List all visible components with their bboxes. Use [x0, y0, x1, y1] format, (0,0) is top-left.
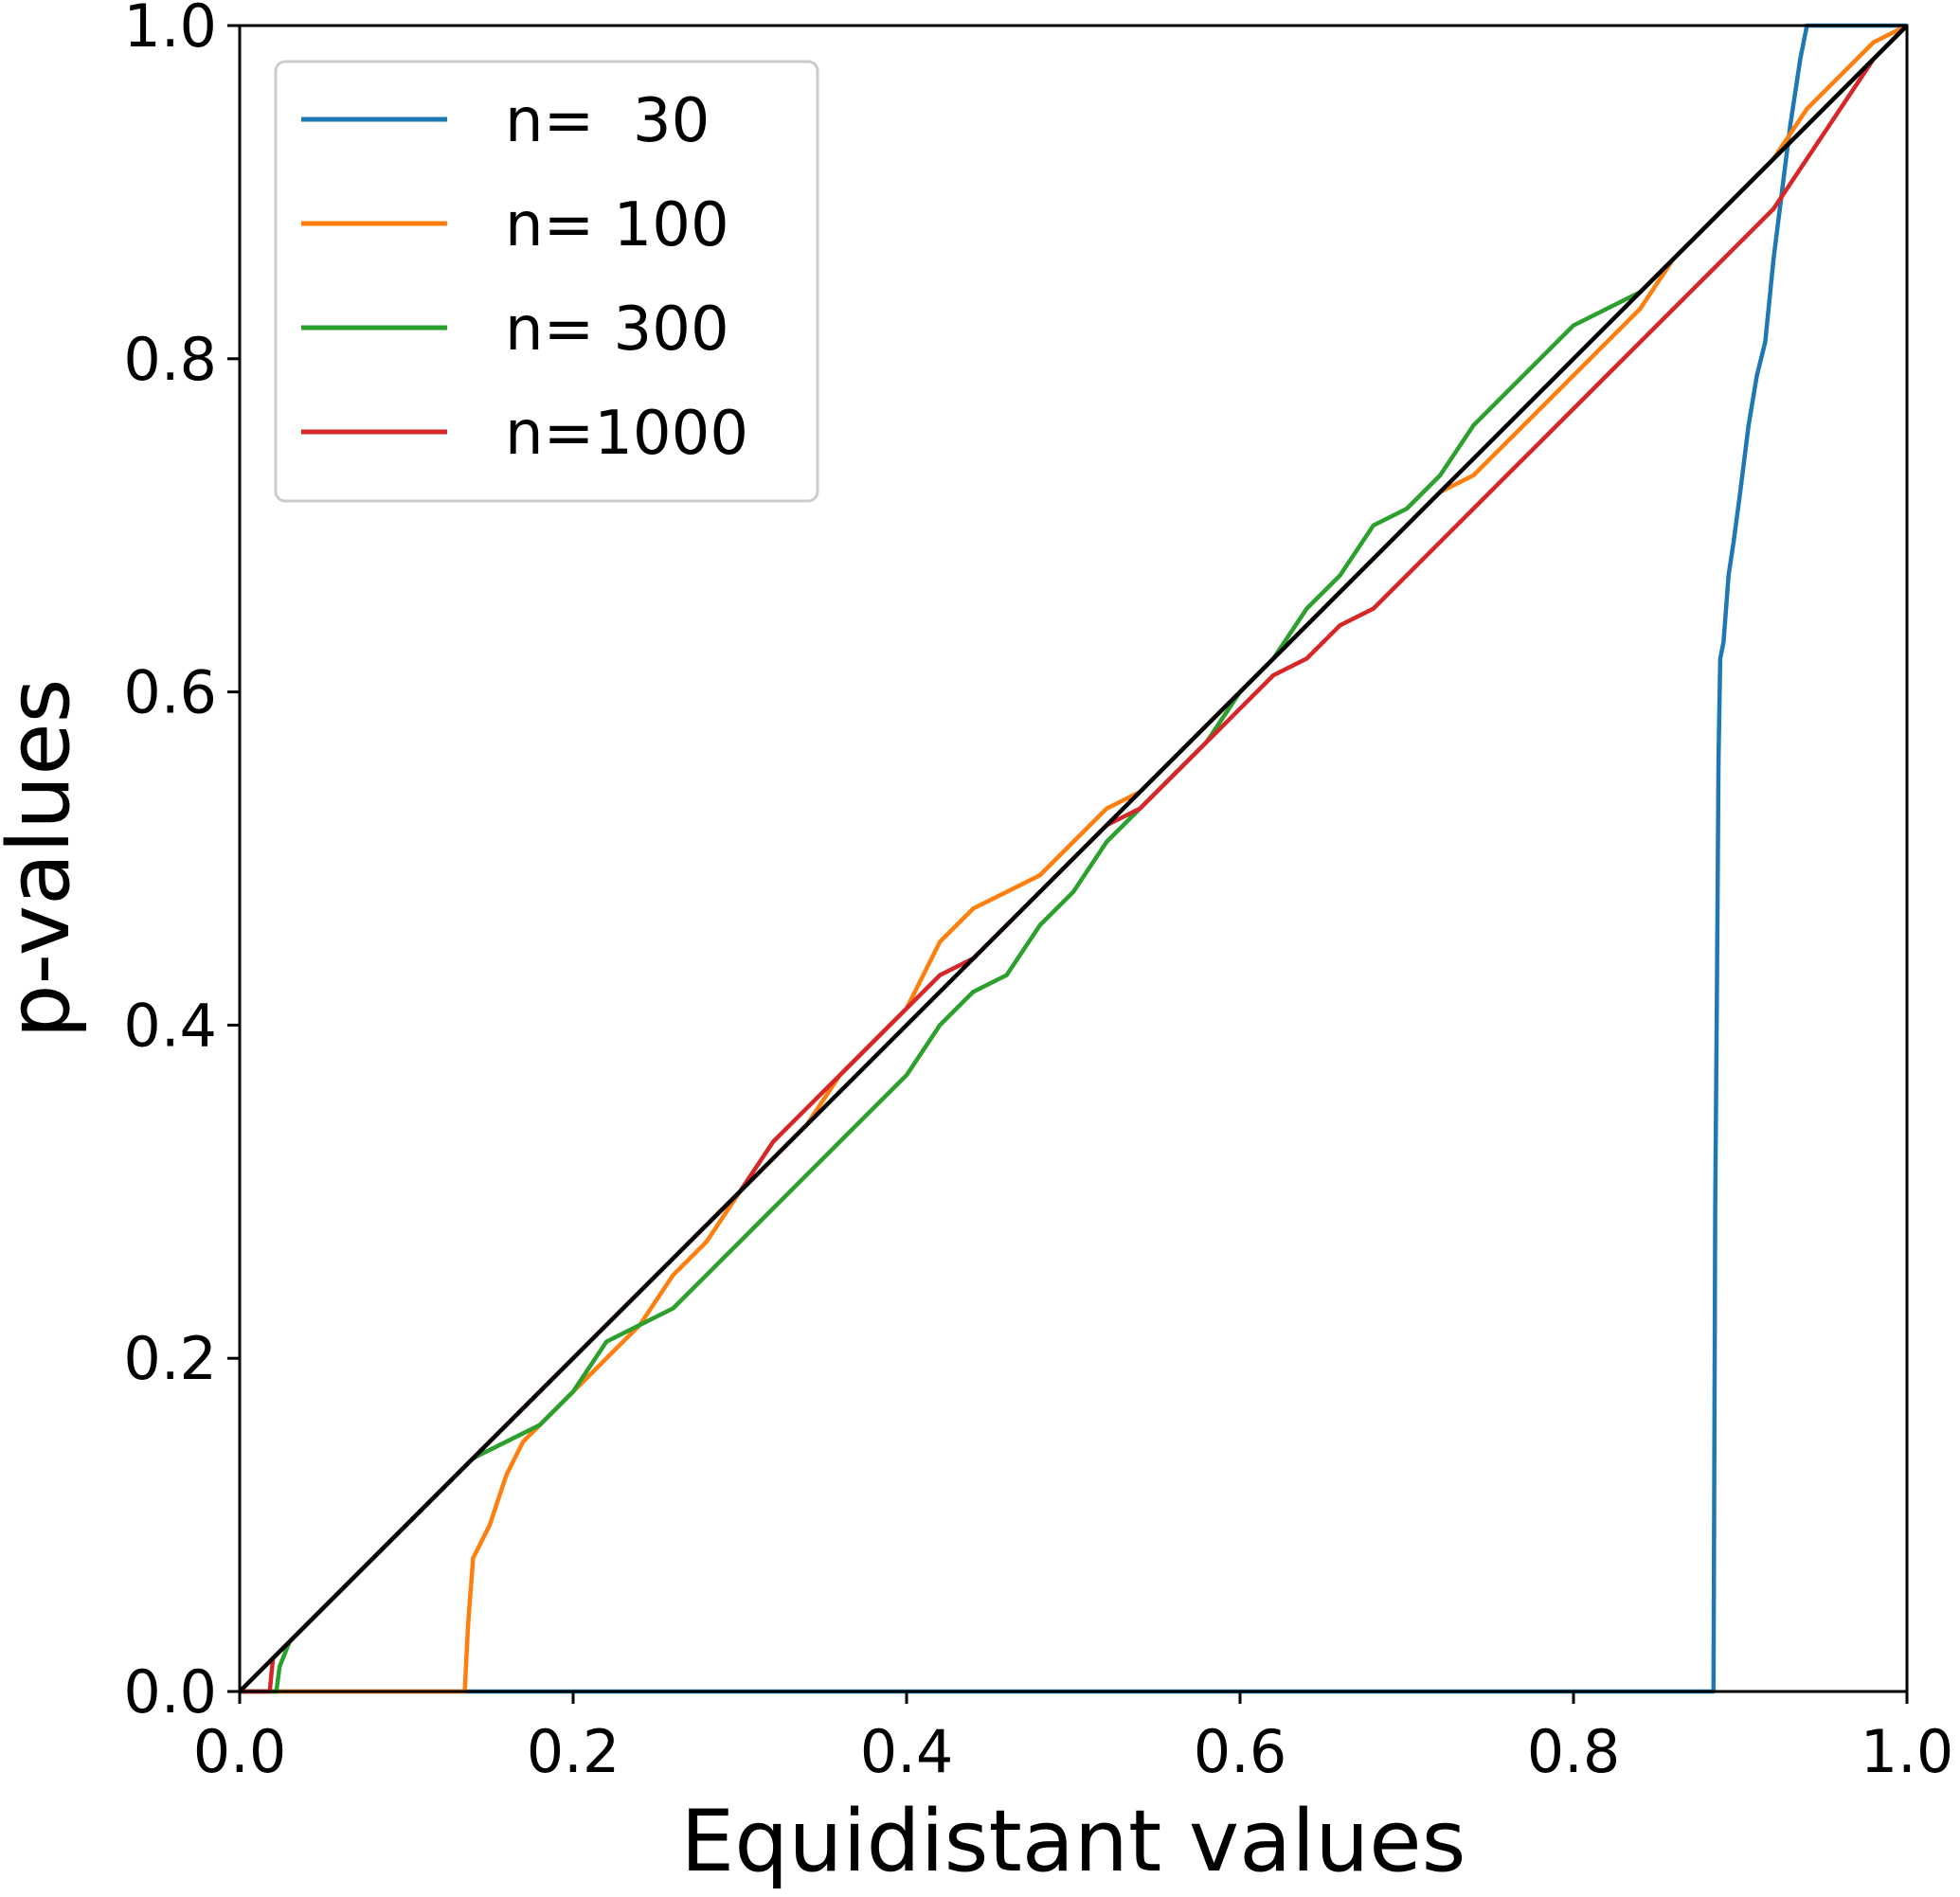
y-tick-label: 1.0	[123, 0, 217, 61]
plot-lines	[238, 23, 1909, 1694]
x-tick-label: 0.8	[1527, 1717, 1621, 1786]
plot-frame	[238, 24, 1909, 1693]
legend-box	[274, 60, 819, 503]
y-tick-label: 0.4	[123, 991, 217, 1060]
x-tick-label: 0.0	[193, 1717, 287, 1786]
x-tick-label: 0.6	[1194, 1717, 1287, 1786]
legend-label: n= 300	[505, 295, 729, 365]
legend-label: n= 30	[505, 86, 710, 156]
x-tick-label: 0.2	[527, 1717, 620, 1786]
y-axis-title: p-values	[0, 679, 89, 1039]
y-axis: 0.0 0.2 0.4 0.6 0.8 1.0	[123, 0, 240, 1727]
x-axis: 0.0 0.2 0.4 0.6 0.8 1.0	[193, 1691, 1954, 1786]
x-tick-label: 0.4	[860, 1717, 954, 1786]
y-tick-label: 0.0	[123, 1657, 217, 1727]
y-tick-label: 0.8	[123, 325, 217, 394]
legend-label: n= 100	[505, 190, 729, 260]
x-axis-title: Equidistant values	[680, 1792, 1466, 1891]
x-tick-label: 1.0	[1861, 1717, 1954, 1786]
legend: n= 30 n= 100 n= 300 n=1000	[274, 60, 819, 503]
reference-diagonal-line	[238, 24, 1909, 1693]
y-tick-label: 0.6	[123, 658, 217, 727]
series-line-0	[240, 23, 1907, 1694]
legend-label: n=1000	[505, 399, 748, 469]
series-line-2	[240, 24, 1909, 1694]
y-tick-label: 0.2	[123, 1324, 217, 1393]
